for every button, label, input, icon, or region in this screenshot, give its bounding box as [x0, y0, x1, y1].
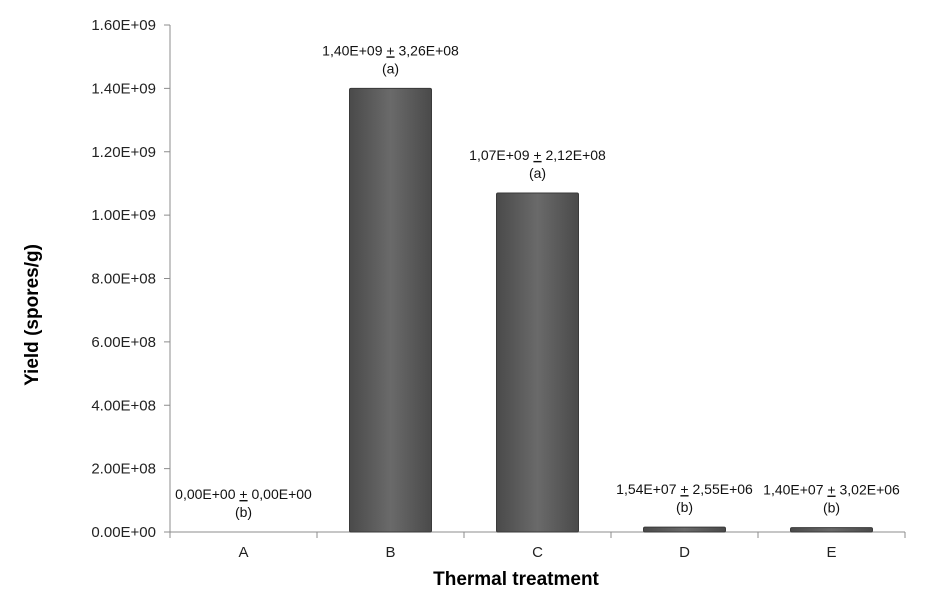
- data-label-group: (b): [676, 499, 693, 515]
- x-tick-label: D: [679, 544, 690, 561]
- bar: [496, 192, 579, 533]
- y-tick-label: 1.60E+09: [91, 17, 156, 34]
- data-label-value: 1,40E+07 + 3,02E+06: [763, 482, 900, 498]
- y-tick-label: 6.00E+08: [91, 334, 156, 351]
- bars: [349, 87, 873, 533]
- x-tick-label: E: [826, 544, 836, 561]
- data-label-group: (b): [823, 500, 840, 516]
- data-labels: 0,00E+00 + 0,00E+00 (b) 1,40E+09 + 3,26E+0…: [175, 42, 900, 520]
- data-label-value: 1,07E+09 + 2,12E+08: [469, 147, 606, 163]
- data-label-value: 1,40E+09 + 3,26E+08: [322, 42, 459, 58]
- data-label-group: (b): [235, 504, 252, 520]
- x-tick-label: B: [385, 544, 395, 561]
- bar: [790, 527, 873, 533]
- y-tick-label: 0.00E+00: [91, 524, 156, 541]
- data-label-value: 0,00E+00 + 0,00E+00: [175, 486, 312, 502]
- data-label-group: (a): [529, 165, 546, 181]
- y-axis-title: Yield (spores/g): [22, 244, 43, 386]
- x-axis: A B C D E: [169, 531, 906, 561]
- y-tick-label: 1.20E+09: [91, 144, 156, 161]
- y-tick-label: 1.00E+09: [91, 207, 156, 224]
- y-axis: 0.00E+00 2.00E+08 4.00E+08 6.00E+08 8.00E+08…: [91, 17, 171, 541]
- bar: [643, 526, 726, 533]
- bar: [349, 87, 432, 533]
- x-tick-label: C: [532, 544, 543, 561]
- y-tick-label: 8.00E+08: [91, 271, 156, 288]
- x-tick-label: A: [238, 544, 248, 561]
- y-tick-label: 1.40E+09: [91, 80, 156, 97]
- data-label-group: (a): [382, 60, 399, 76]
- y-tick-label: 4.00E+08: [91, 397, 156, 414]
- data-label-value: 1,54E+07 + 2,55E+06: [616, 481, 753, 497]
- y-tick-label: 2.00E+08: [91, 461, 156, 478]
- x-axis-title: Thermal treatment: [433, 569, 599, 590]
